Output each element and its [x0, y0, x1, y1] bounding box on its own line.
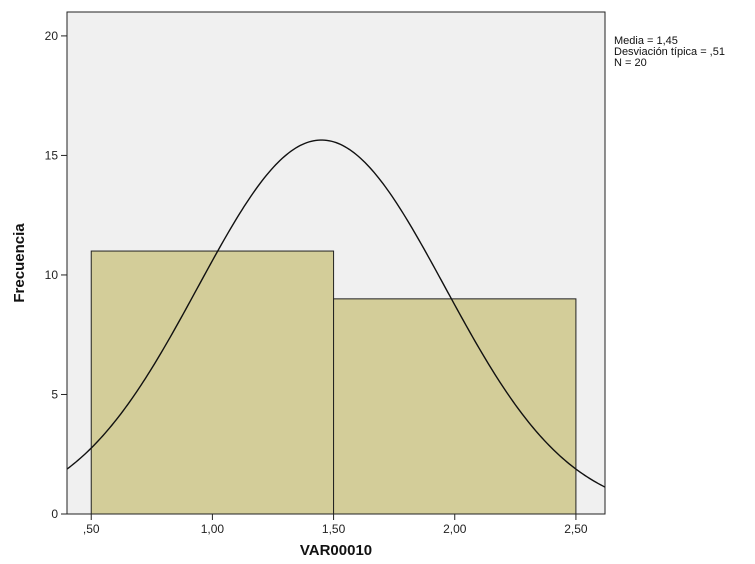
stat-mean: Media = 1,45 [614, 35, 678, 47]
x-axis: ,50 1,00 1,50 2,00 2,50 [83, 514, 588, 536]
histogram-bar-2 [333, 298, 577, 515]
y-tick-label: 15 [45, 148, 59, 162]
x-tick-label: 2,50 [564, 522, 588, 536]
x-tick-label: ,50 [83, 522, 100, 536]
stat-n: N = 20 [614, 57, 647, 69]
x-tick-label: 1,00 [201, 522, 225, 536]
y-axis-title: Frecuencia [11, 223, 28, 303]
normal-curve [66, 139, 606, 488]
stat-std-dev: Desviación típica = ,51 [614, 46, 725, 58]
x-tick-label: 1,50 [322, 522, 346, 536]
bars-group [90, 250, 577, 515]
y-tick-label: 20 [45, 29, 59, 43]
plot-frame [66, 11, 606, 515]
histogram-bar-1 [90, 250, 335, 515]
statistics-legend: Media = 1,45 Desviación típica = ,51 N =… [614, 36, 725, 69]
y-tick-label: 10 [45, 268, 59, 282]
y-axis: 0 5 10 15 20 [45, 29, 67, 521]
x-tick-label: 2,00 [443, 522, 467, 536]
y-tick-label: 5 [51, 387, 58, 401]
y-tick-label: 0 [51, 507, 58, 521]
x-axis-title: VAR00010 [300, 542, 372, 559]
